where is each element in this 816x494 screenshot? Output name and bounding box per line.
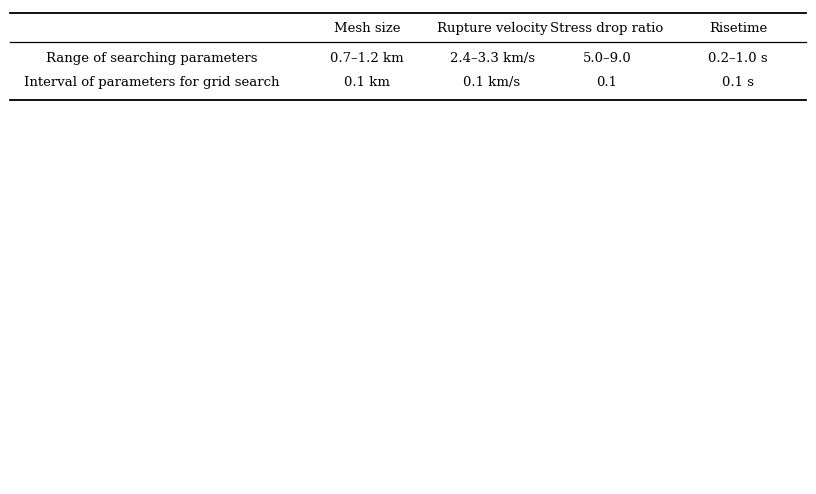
Text: 0.7–1.2 km: 0.7–1.2 km [330,51,404,65]
Text: Rupture velocity: Rupture velocity [437,22,548,35]
Text: 2.4–3.3 km/s: 2.4–3.3 km/s [450,51,534,65]
Text: Range of searching parameters: Range of searching parameters [47,51,258,65]
Text: 5.0–9.0: 5.0–9.0 [583,51,632,65]
Text: 0.1 km/s: 0.1 km/s [463,76,521,88]
Text: Stress drop ratio: Stress drop ratio [550,22,663,35]
Text: 0.1 s: 0.1 s [722,76,754,88]
Text: 0.2–1.0 s: 0.2–1.0 s [708,51,768,65]
Text: Interval of parameters for grid search: Interval of parameters for grid search [24,76,280,88]
Text: 0.1: 0.1 [596,76,618,88]
Text: 0.1 km: 0.1 km [344,76,390,88]
Text: Risetime: Risetime [709,22,767,35]
Text: Mesh size: Mesh size [334,22,401,35]
